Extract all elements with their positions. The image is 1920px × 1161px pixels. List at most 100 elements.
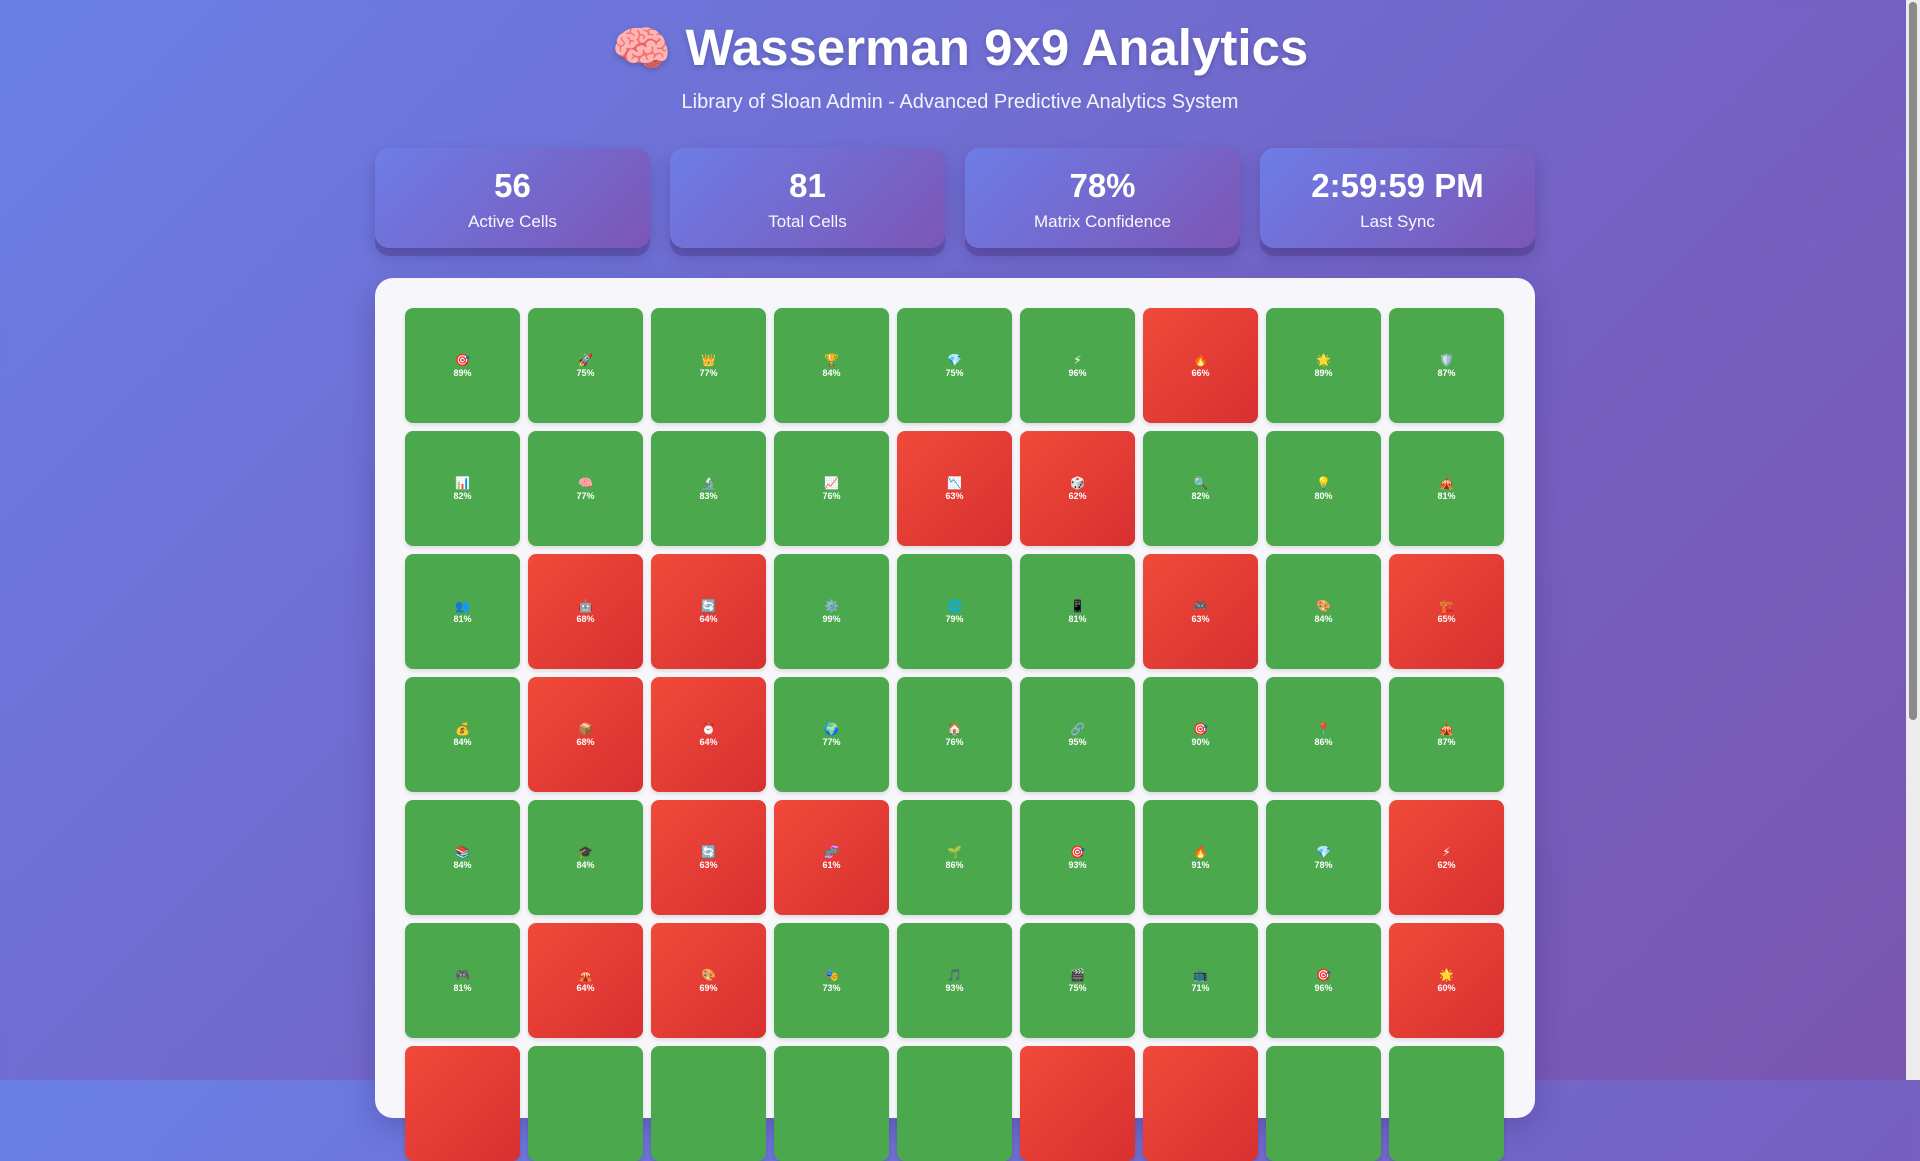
stat-value: 56 (494, 167, 531, 204)
matrix-cell[interactable]: 🌱 86% (897, 800, 1012, 915)
matrix-cell[interactable] (1020, 1046, 1135, 1161)
cell-confidence: 78% (1314, 859, 1333, 870)
matrix-cell[interactable]: 🔄 64% (651, 554, 766, 669)
matrix-cell[interactable]: 🔗 95% (1020, 677, 1135, 792)
stat-card-matrix-confidence: 78% Matrix Confidence (965, 148, 1240, 248)
matrix-cell[interactable]: 🔥 66% (1143, 308, 1258, 423)
matrix-cell[interactable]: 🔬 83% (651, 431, 766, 546)
matrix-cell[interactable]: 🎮 81% (405, 923, 520, 1038)
matrix-cell[interactable]: 🏗️ 65% (1389, 554, 1504, 669)
cell-icon: 🛡️ (1439, 352, 1454, 367)
matrix-cell[interactable]: ⚡ 62% (1389, 800, 1504, 915)
matrix-cell[interactable]: 🎬 75% (1020, 923, 1135, 1038)
matrix-cell[interactable]: 🛡️ 87% (1389, 308, 1504, 423)
stat-label: Active Cells (468, 212, 557, 231)
cell-icon: ⚡ (1442, 844, 1451, 859)
matrix-cell[interactable]: 🔥 91% (1143, 800, 1258, 915)
matrix-cell[interactable]: ⚡ 96% (1020, 308, 1135, 423)
matrix-cell[interactable]: 💰 84% (405, 677, 520, 792)
cell-icon: 🧠 (578, 475, 593, 490)
cell-confidence: 69% (699, 982, 718, 993)
cell-icon: 📈 (824, 475, 839, 490)
matrix-cell[interactable]: 🎲 62% (1020, 431, 1135, 546)
matrix-cell[interactable]: 🌟 89% (1266, 308, 1381, 423)
matrix-cell[interactable]: 📉 63% (897, 431, 1012, 546)
matrix-cell[interactable]: 💡 80% (1266, 431, 1381, 546)
cell-icon: 🔗 (1070, 721, 1085, 736)
stat-label: Matrix Confidence (1033, 212, 1171, 231)
cell-icon: 🔥 (1193, 844, 1208, 859)
cell-icon: 💡 (1316, 475, 1331, 490)
cell-confidence: 87% (1437, 367, 1456, 378)
matrix-cell[interactable]: 🏠 76% (897, 677, 1012, 792)
matrix-cell[interactable]: 🎮 63% (1143, 554, 1258, 669)
cell-icon: 🎮 (1193, 598, 1208, 613)
matrix-cell[interactable]: 🌐 79% (897, 554, 1012, 669)
cell-icon: 🎯 (1070, 844, 1085, 859)
matrix-cell[interactable]: 👥 81% (405, 554, 520, 669)
matrix-cell[interactable]: 🧠 77% (528, 431, 643, 546)
matrix-cell[interactable]: 🌍 77% (774, 677, 889, 792)
matrix-cell[interactable]: 🔍 82% (1143, 431, 1258, 546)
scrollbar-thumb[interactable] (1909, 2, 1917, 720)
matrix-cell[interactable]: ⚙️ 99% (774, 554, 889, 669)
matrix-cell[interactable] (1389, 1046, 1504, 1161)
matrix-cell[interactable]: 📈 76% (774, 431, 889, 546)
cell-confidence: 84% (453, 859, 472, 870)
matrix-cell[interactable]: 🎯 90% (1143, 677, 1258, 792)
matrix-cell[interactable]: 🚀 75% (528, 308, 643, 423)
matrix-cell[interactable]: 📱 81% (1020, 554, 1135, 669)
stat-label: Last Sync (1360, 212, 1435, 231)
matrix-cell[interactable] (897, 1046, 1012, 1161)
cell-icon: 💎 (1316, 844, 1331, 859)
matrix-cell[interactable]: 🎯 96% (1266, 923, 1381, 1038)
matrix-cell[interactable]: 📍 86% (1266, 677, 1381, 792)
stats-row: 56 Active Cells 81 Total Cells 78% Matri… (375, 148, 1535, 248)
matrix-cell[interactable]: 🎓 84% (528, 800, 643, 915)
cell-confidence: 96% (1314, 982, 1333, 993)
cell-confidence: 96% (1068, 367, 1087, 378)
matrix-cell[interactable] (1143, 1046, 1258, 1161)
cell-icon: 🎪 (1439, 721, 1454, 736)
matrix-cell[interactable]: 💎 78% (1266, 800, 1381, 915)
cell-confidence: 75% (945, 367, 964, 378)
cell-icon: 📍 (1316, 721, 1331, 736)
matrix-cell[interactable]: 💎 75% (897, 308, 1012, 423)
matrix-cell[interactable] (651, 1046, 766, 1161)
cell-icon: 🎵 (947, 967, 962, 982)
matrix-cell[interactable]: 🌟 60% (1389, 923, 1504, 1038)
matrix-cell[interactable]: 🎨 69% (651, 923, 766, 1038)
matrix-cell[interactable] (528, 1046, 643, 1161)
matrix-cell[interactable]: 🏆 84% (774, 308, 889, 423)
cell-confidence: 86% (1314, 736, 1333, 747)
matrix-cell[interactable]: 🧬 61% (774, 800, 889, 915)
matrix-cell[interactable]: 🎨 84% (1266, 554, 1381, 669)
matrix-cell[interactable] (774, 1046, 889, 1161)
cell-icon: 💎 (947, 352, 962, 367)
matrix-cell[interactable]: 📺 71% (1143, 923, 1258, 1038)
matrix-cell[interactable]: 🎪 87% (1389, 677, 1504, 792)
matrix-cell[interactable]: 📦 68% (528, 677, 643, 792)
matrix-cell[interactable]: ⏰ 64% (651, 677, 766, 792)
matrix-cell[interactable]: 🎪 64% (528, 923, 643, 1038)
matrix-cell[interactable]: 🎵 93% (897, 923, 1012, 1038)
cell-confidence: 63% (1191, 613, 1210, 624)
matrix-cell[interactable]: 🤖 68% (528, 554, 643, 669)
matrix-cell[interactable]: 📚 84% (405, 800, 520, 915)
cell-icon: 📺 (1193, 967, 1208, 982)
matrix-cell[interactable]: 🎪 81% (1389, 431, 1504, 546)
cell-confidence: 77% (699, 367, 718, 378)
matrix-cell[interactable] (405, 1046, 520, 1161)
matrix-cell[interactable]: 🎭 73% (774, 923, 889, 1038)
cell-confidence: 64% (699, 736, 718, 747)
matrix-cell[interactable]: 🎯 89% (405, 308, 520, 423)
matrix-cell[interactable]: 👑 77% (651, 308, 766, 423)
matrix-cell[interactable]: 🔄 63% (651, 800, 766, 915)
cell-confidence: 93% (945, 982, 964, 993)
stat-label: Total Cells (768, 212, 847, 231)
matrix-cell[interactable]: 📊 82% (405, 431, 520, 546)
matrix-cell[interactable]: 🎯 93% (1020, 800, 1135, 915)
page-scrollbar[interactable] (1906, 0, 1920, 1080)
cell-icon: ⚙️ (824, 598, 839, 613)
matrix-cell[interactable] (1266, 1046, 1381, 1161)
